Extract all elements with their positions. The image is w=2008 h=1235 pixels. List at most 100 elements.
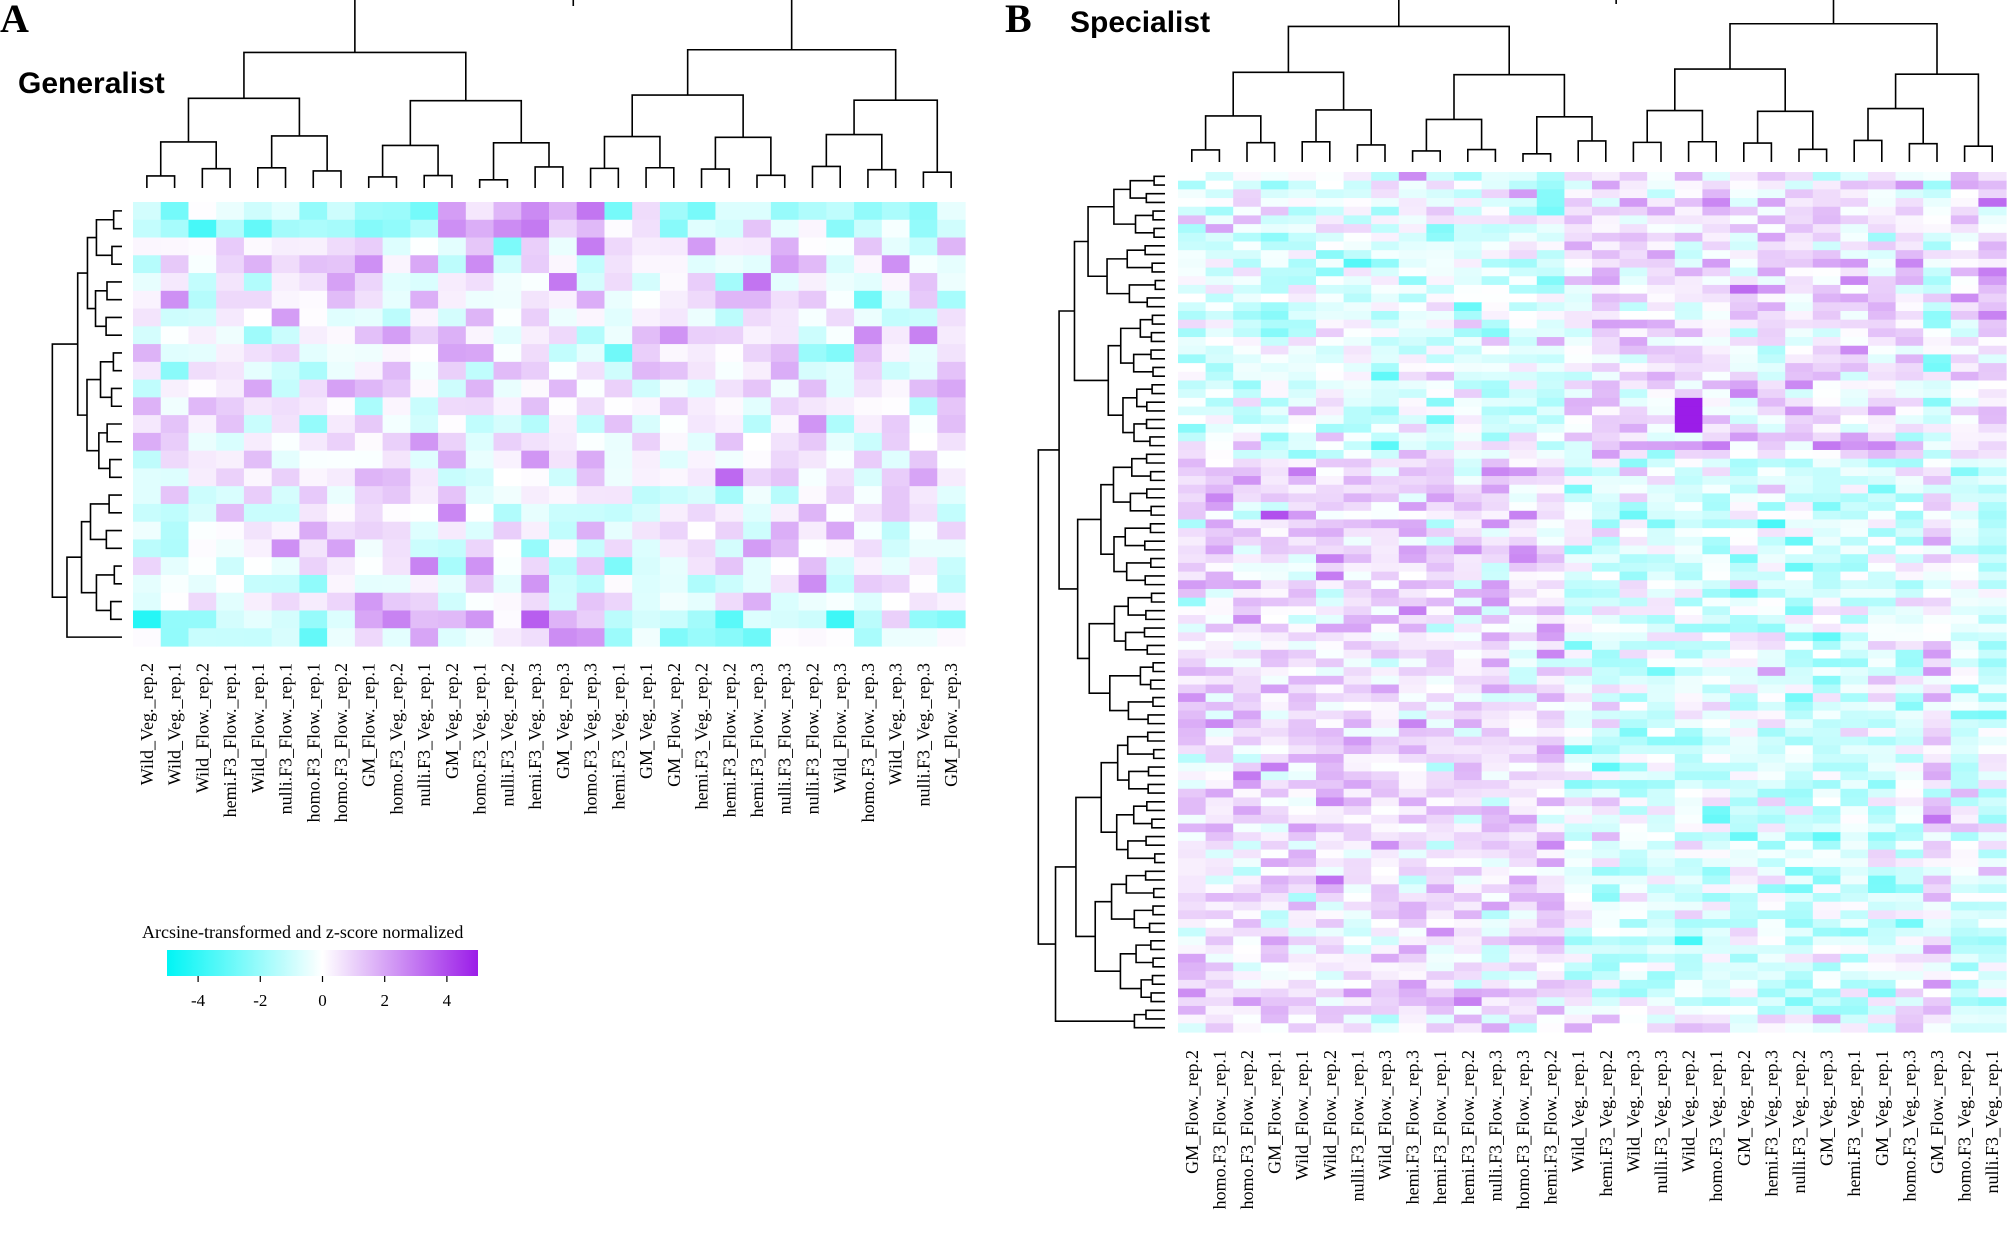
heatmap-cell bbox=[1426, 536, 1455, 547]
heatmap-cell bbox=[1702, 727, 1731, 738]
heatmap-cell bbox=[576, 308, 606, 327]
heatmap-cell bbox=[1233, 979, 1262, 990]
heatmap-cell bbox=[1454, 979, 1483, 990]
heatmap-cell bbox=[133, 539, 162, 558]
heatmap-cell bbox=[1757, 310, 1786, 321]
heatmap-cell bbox=[1785, 380, 1814, 390]
heatmap-cell bbox=[1398, 658, 1427, 668]
heatmap-cell bbox=[1702, 562, 1731, 573]
panel-a-column-dendrogram bbox=[146, 0, 952, 188]
heatmap-cell bbox=[1260, 510, 1289, 521]
heatmap-cell bbox=[1343, 701, 1372, 712]
heatmap-cell bbox=[1730, 554, 1759, 564]
heatmap-cell bbox=[1536, 727, 1565, 738]
heatmap-cell bbox=[881, 237, 911, 256]
heatmap-cell bbox=[549, 415, 578, 434]
heatmap-cell bbox=[1619, 180, 1648, 190]
heatmap-cell bbox=[243, 219, 273, 239]
heatmap-cell bbox=[1316, 354, 1345, 364]
dendrogram-link bbox=[1150, 331, 1165, 343]
heatmap-cell bbox=[1398, 945, 1427, 955]
heatmap-cell bbox=[1233, 502, 1262, 512]
dendrogram-link bbox=[1150, 939, 1165, 951]
heatmap-cell bbox=[1509, 979, 1538, 990]
heatmap-cell bbox=[1260, 415, 1289, 425]
heatmap-cell bbox=[1564, 797, 1593, 807]
heatmap-cell bbox=[1316, 397, 1345, 408]
heatmap-cell bbox=[1647, 180, 1676, 190]
heatmap-cell bbox=[1316, 658, 1345, 668]
heatmap-cell bbox=[1233, 884, 1262, 894]
heatmap-cell bbox=[1343, 1005, 1372, 1016]
heatmap-cell bbox=[1702, 493, 1731, 503]
heatmap-cell bbox=[1647, 1023, 1676, 1033]
heatmap-cell bbox=[909, 628, 938, 647]
heatmap-cell bbox=[1178, 649, 1207, 660]
heatmap-cell bbox=[1923, 449, 1952, 460]
heatmap-cell bbox=[1536, 580, 1565, 590]
dendrogram-link bbox=[534, 166, 564, 188]
heatmap-cell bbox=[243, 344, 273, 363]
heatmap-cell bbox=[354, 539, 384, 558]
heatmap-cell bbox=[1426, 1023, 1455, 1033]
heatmap-cell bbox=[1564, 476, 1593, 486]
heatmap-cell bbox=[604, 344, 633, 363]
heatmap-cell bbox=[243, 290, 273, 310]
heatmap-cell bbox=[1757, 797, 1786, 807]
heatmap-cell bbox=[1205, 441, 1234, 451]
heatmap-cell bbox=[1592, 875, 1621, 885]
heatmap-cell bbox=[493, 521, 522, 541]
heatmap-cell bbox=[1978, 189, 2007, 199]
heatmap-cell bbox=[1785, 945, 1814, 955]
heatmap-cell bbox=[1757, 701, 1786, 712]
heatmap-cell bbox=[1178, 172, 1207, 182]
heatmap-cell bbox=[1868, 519, 1897, 529]
heatmap-cell bbox=[632, 379, 661, 398]
heatmap-cell bbox=[1592, 588, 1621, 599]
heatmap-cell bbox=[188, 610, 217, 629]
heatmap-cell bbox=[1895, 884, 1924, 894]
heatmap-cell bbox=[1398, 493, 1427, 503]
panel-a: A Generalist Wild_Veg._rep.2 Wild_Veg._re… bbox=[0, 0, 966, 822]
heatmap-cell bbox=[1178, 389, 1207, 399]
heatmap-cell bbox=[1674, 224, 1703, 234]
heatmap-cell bbox=[1730, 284, 1759, 295]
heatmap-cell bbox=[1868, 536, 1897, 547]
heatmap-cell bbox=[1840, 893, 1869, 903]
heatmap-cell bbox=[1260, 458, 1289, 468]
dendrogram-link bbox=[1125, 874, 1154, 894]
heatmap-cell bbox=[1702, 1005, 1731, 1016]
heatmap-cell bbox=[1454, 284, 1483, 295]
heatmap-cell bbox=[1674, 727, 1703, 738]
heatmap-cell bbox=[1950, 284, 1979, 295]
heatmap-cell bbox=[1536, 953, 1565, 964]
heatmap-cell bbox=[327, 397, 356, 416]
heatmap-cell bbox=[1619, 962, 1648, 972]
heatmap-cell bbox=[1426, 545, 1455, 555]
heatmap-cell bbox=[1868, 1014, 1897, 1024]
heatmap-cell bbox=[715, 521, 744, 541]
heatmap-cell bbox=[1288, 945, 1317, 955]
heatmap-cell bbox=[1895, 606, 1924, 616]
heatmap-cell bbox=[1895, 910, 1924, 920]
heatmap-cell bbox=[1205, 901, 1234, 911]
heatmap-cell bbox=[1536, 979, 1565, 990]
heatmap-cell bbox=[1757, 449, 1786, 460]
dendrogram-link bbox=[1149, 470, 1165, 482]
heatmap-cell bbox=[1840, 241, 1869, 251]
heatmap-cell bbox=[1757, 536, 1786, 547]
dendrogram-link bbox=[112, 352, 122, 372]
heatmap-cell bbox=[1205, 927, 1234, 938]
heatmap-cell bbox=[1785, 901, 1814, 911]
heatmap-cell bbox=[1647, 172, 1676, 182]
heatmap-cell bbox=[521, 397, 550, 416]
heatmap-cell bbox=[1454, 745, 1483, 755]
heatmap-cell bbox=[604, 628, 633, 647]
heatmap-cell bbox=[1757, 727, 1786, 738]
heatmap-cell bbox=[465, 237, 495, 256]
heatmap-cell bbox=[1702, 684, 1731, 694]
heatmap-cell bbox=[1371, 632, 1400, 642]
heatmap-cell bbox=[576, 610, 606, 629]
heatmap-cell bbox=[1178, 206, 1207, 217]
heatmap-cell bbox=[1509, 667, 1538, 677]
